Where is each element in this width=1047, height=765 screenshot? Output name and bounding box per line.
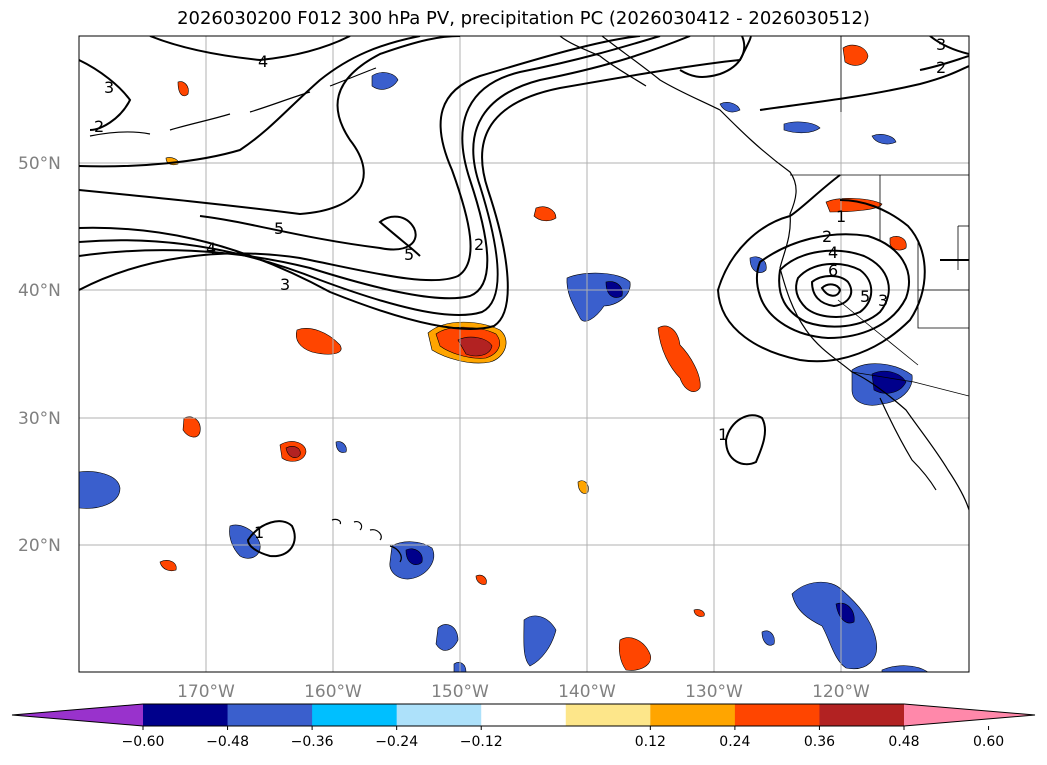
contour-label: 3 [936, 35, 946, 54]
lon-label: 130°W [685, 682, 743, 702]
colorbar-segment [481, 704, 567, 726]
lat-label: 40°N [18, 281, 61, 301]
longitude-labels: 170°W 160°W 150°W 140°W 130°W 120°W [177, 682, 870, 702]
contour-label: 3 [280, 275, 290, 294]
colorbar-segment [819, 704, 905, 726]
latitude-labels: 50°N 40°N 30°N 20°N [18, 154, 61, 556]
contour-label: 2 [94, 117, 104, 136]
colorbar-extend-high [904, 704, 1035, 726]
lon-label: 140°W [558, 682, 616, 702]
contour-label: 2 [474, 235, 484, 254]
colorbar-tick-label: 0.36 [804, 734, 835, 750]
gridlines [79, 36, 969, 672]
colorbar-tick-label: 0.12 [635, 734, 666, 750]
pv-contours [79, 36, 969, 558]
colorbar-tick-label: −0.48 [206, 734, 249, 750]
contour-label: 5 [274, 219, 284, 238]
contour-label: 4 [258, 52, 268, 71]
colorbar-segment [734, 704, 820, 726]
contour-label: 5 [860, 287, 870, 306]
colorbar-tick-label: −0.24 [375, 734, 418, 750]
contour-label: 3 [878, 291, 888, 310]
contour-label: 2 [936, 58, 946, 77]
colorbar-tick-label: −0.60 [122, 734, 165, 750]
contour-label: 1 [254, 523, 264, 542]
colorbar-tick-label: 0.60 [973, 734, 1004, 750]
precip-positive-blobs [159, 44, 907, 671]
contour-label: 4 [206, 239, 216, 258]
contour-label: 4 [828, 243, 838, 262]
colorbar-segment [396, 704, 482, 726]
lon-label: 170°W [177, 682, 235, 702]
plot-frame [78, 35, 970, 673]
lat-label: 20°N [18, 536, 61, 556]
colorbar-tick-label: 0.24 [719, 734, 750, 750]
colorbar-segment [565, 704, 651, 726]
colorbar-segment [143, 704, 229, 726]
lat-label: 50°N [18, 154, 61, 174]
contour-label: 2 [822, 227, 832, 246]
lat-label: 30°N [18, 409, 61, 429]
colorbar-extend-low [12, 704, 143, 726]
contour-labels: 4 3 2 5 5 4 3 2 1 2 4 6 5 3 1 1 3 2 [94, 35, 946, 542]
contour-label: 1 [718, 425, 728, 444]
contour-label: 5 [404, 245, 414, 264]
plot-area [79, 36, 969, 672]
contour-label: 3 [104, 78, 114, 97]
contour-label: 1 [836, 207, 846, 226]
colorbar-tick-label: −0.36 [291, 734, 334, 750]
lon-label: 160°W [304, 682, 362, 702]
lon-label: 120°W [812, 682, 870, 702]
lon-label: 150°W [431, 682, 489, 702]
colorbar-segment [312, 704, 398, 726]
contour-label: 6 [828, 261, 838, 280]
map-title: 2026030200 F012 300 hPa PV, precipitatio… [177, 8, 870, 29]
colorbar-tick-label: 0.48 [888, 734, 919, 750]
colorbar-segment [227, 704, 313, 726]
colorbar-tick-label: −0.12 [460, 734, 503, 750]
colorbar-segment [650, 704, 736, 726]
borders [790, 36, 969, 397]
colorbar: −0.60 −0.48 −0.36 −0.24 −0.12 0.12 0.24 0.36 0.4… [11, 703, 1036, 750]
